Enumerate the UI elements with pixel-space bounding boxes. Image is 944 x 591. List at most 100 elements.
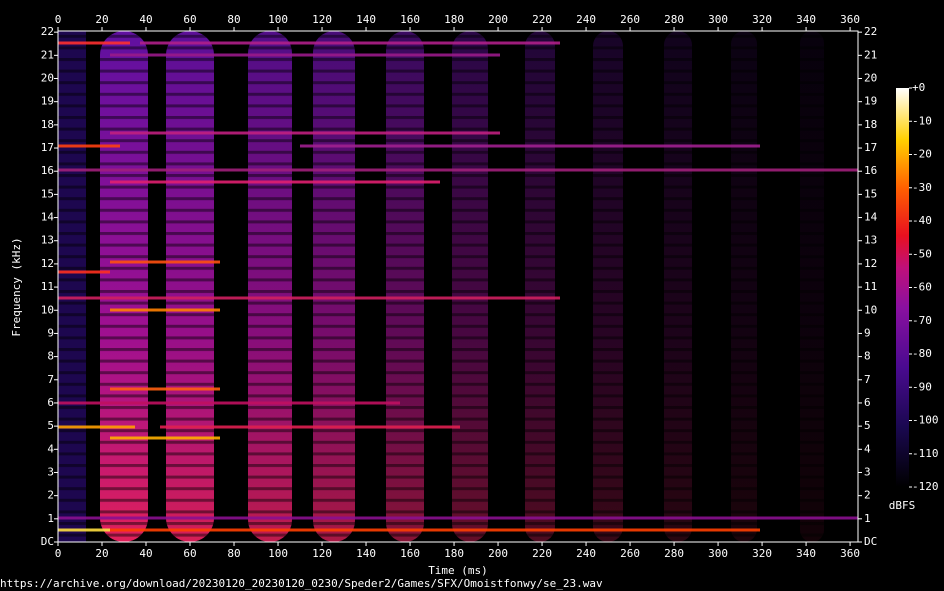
y-tick-label: 4: [47, 442, 54, 455]
x-tick-label: 60: [183, 13, 196, 26]
y-tick-label: 7: [47, 373, 54, 386]
y-tick-label: 11: [41, 280, 54, 293]
x-tick-label: 340: [796, 547, 816, 560]
x-tick-label: 40: [139, 13, 152, 26]
x-tick-label: 160: [400, 547, 420, 560]
harmonic-stripes: [58, 31, 858, 542]
y-tick-label: 9: [47, 326, 54, 339]
colorbar-label: dBFS: [889, 499, 916, 512]
y-tick-label: 16: [864, 164, 877, 177]
x-tick-label: 300: [708, 13, 728, 26]
x-tick-label: 180: [444, 13, 464, 26]
y-tick-label: 8: [47, 350, 54, 363]
y-tick-label: 14: [41, 211, 55, 224]
y-tick-label: 19: [864, 95, 877, 108]
y-tick-label: 1: [864, 512, 871, 525]
x-tick-label: 200: [488, 547, 508, 560]
x-tick-label: 260: [620, 547, 640, 560]
y-tick-label: 13: [864, 234, 877, 247]
y-tick-label: 1: [47, 512, 54, 525]
y-tick-label: 20: [41, 72, 54, 85]
y-tick-label: 18: [864, 118, 877, 131]
y-tick-label: 13: [41, 234, 54, 247]
x-tick-label: 0: [55, 547, 62, 560]
x-axis-label: Time (ms): [428, 564, 488, 577]
x-tick-label: 180: [444, 547, 464, 560]
x-tick-label: 60: [183, 547, 196, 560]
colorbar-tick-label: -100: [912, 414, 939, 427]
y-tick-label: 14: [864, 211, 878, 224]
x-tick-label: 40: [139, 547, 152, 560]
x-tick-label: 200: [488, 13, 508, 26]
x-tick-label: 320: [752, 13, 772, 26]
y-tick-label: 11: [864, 280, 877, 293]
colorbar-tick-label: -50: [912, 247, 932, 260]
y-tick-label: 12: [41, 257, 54, 270]
colorbar-tick-label: -120: [912, 480, 939, 493]
colorbar: [896, 88, 909, 487]
colorbar-tick-label: -80: [912, 347, 932, 360]
y-tick-label: 17: [864, 141, 877, 154]
y-tick-label: 9: [864, 326, 871, 339]
y-axis-label: Frequency (kHz): [10, 237, 23, 336]
x-tick-label: 240: [576, 13, 596, 26]
colorbar-tick-label: +0: [912, 81, 925, 94]
colorbar-tick-label: -70: [912, 314, 932, 327]
y-tick-label: 15: [41, 187, 54, 200]
x-tick-label: 300: [708, 547, 728, 560]
x-tick-label: 80: [227, 13, 240, 26]
x-tick-label: 320: [752, 547, 772, 560]
colorbar-tick-label: -10: [912, 114, 932, 127]
x-tick-label: 20: [95, 547, 108, 560]
y-tick-label: 3: [864, 465, 871, 478]
y-tick-label: 22: [41, 25, 54, 38]
x-tick-label: 220: [532, 13, 552, 26]
y-tick-label: 3: [47, 465, 54, 478]
y-tick-label: 22: [864, 25, 877, 38]
y-tick-label: 17: [41, 141, 54, 154]
colorbar-tick-label: -110: [912, 447, 939, 460]
x-tick-label: 340: [796, 13, 816, 26]
x-tick-label: 360: [840, 547, 860, 560]
colorbar-tick-label: -30: [912, 181, 932, 194]
y-tick-label: 19: [41, 95, 54, 108]
y-tick-label: 21: [41, 48, 54, 61]
footer-url: https://archive.org/download/20230120_20…: [0, 577, 603, 590]
x-tick-label: 160: [400, 13, 420, 26]
x-tick-label: 240: [576, 547, 596, 560]
colorbar-tick-label: -60: [912, 281, 932, 294]
x-tick-label: 100: [268, 547, 288, 560]
y-tick-label: 15: [864, 187, 877, 200]
y-tick-label: 10: [864, 303, 877, 316]
y-tick-label: DC: [41, 535, 54, 548]
y-tick-label: 20: [864, 72, 877, 85]
y-tick-label: 6: [47, 396, 54, 409]
x-tick-label: 360: [840, 13, 860, 26]
x-tick-label: 120: [312, 547, 332, 560]
y-tick-label: 7: [864, 373, 871, 386]
y-tick-label: 12: [864, 257, 877, 270]
y-tick-label: 8: [864, 350, 871, 363]
colorbar-tick-label: -90: [912, 380, 932, 393]
x-tick-label: 280: [664, 13, 684, 26]
x-tick-label: 280: [664, 547, 684, 560]
x-tick-label: 260: [620, 13, 640, 26]
y-tick-label: 5: [864, 419, 871, 432]
x-tick-label: 140: [356, 13, 376, 26]
plot-frame: [57, 30, 859, 543]
y-tick-label: 21: [864, 48, 877, 61]
y-tick-label: 4: [864, 442, 871, 455]
x-tick-label: 220: [532, 547, 552, 560]
x-tick-label: 140: [356, 547, 376, 560]
spectrogram: [58, 31, 858, 542]
x-tick-label: 0: [55, 13, 62, 26]
colorbar-tick-label: -20: [912, 148, 932, 161]
x-tick-label: 120: [312, 13, 332, 26]
y-tick-label: 16: [41, 164, 54, 177]
x-tick-label: 20: [95, 13, 108, 26]
y-tick-label: 2: [47, 489, 54, 502]
y-tick-label: 6: [864, 396, 871, 409]
x-tick-label: 100: [268, 13, 288, 26]
colorbar-tick-label: -40: [912, 214, 932, 227]
y-tick-label: DC: [864, 535, 877, 548]
